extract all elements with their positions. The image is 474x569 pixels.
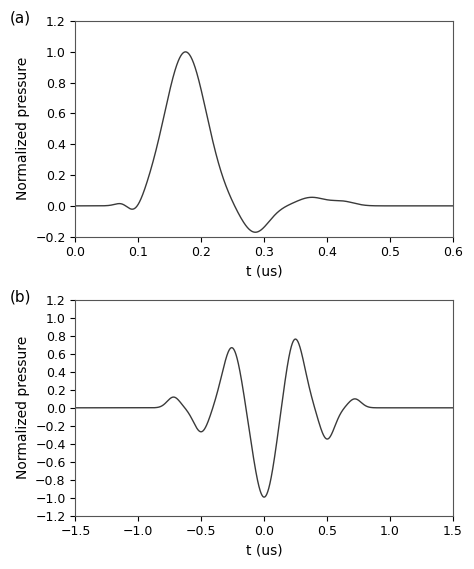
Text: (a): (a) <box>9 10 30 25</box>
Text: (b): (b) <box>9 289 31 304</box>
Y-axis label: Normalized pressure: Normalized pressure <box>16 57 30 200</box>
X-axis label: t (us): t (us) <box>246 544 283 558</box>
X-axis label: t (us): t (us) <box>246 265 283 279</box>
Y-axis label: Normalized pressure: Normalized pressure <box>16 336 29 480</box>
